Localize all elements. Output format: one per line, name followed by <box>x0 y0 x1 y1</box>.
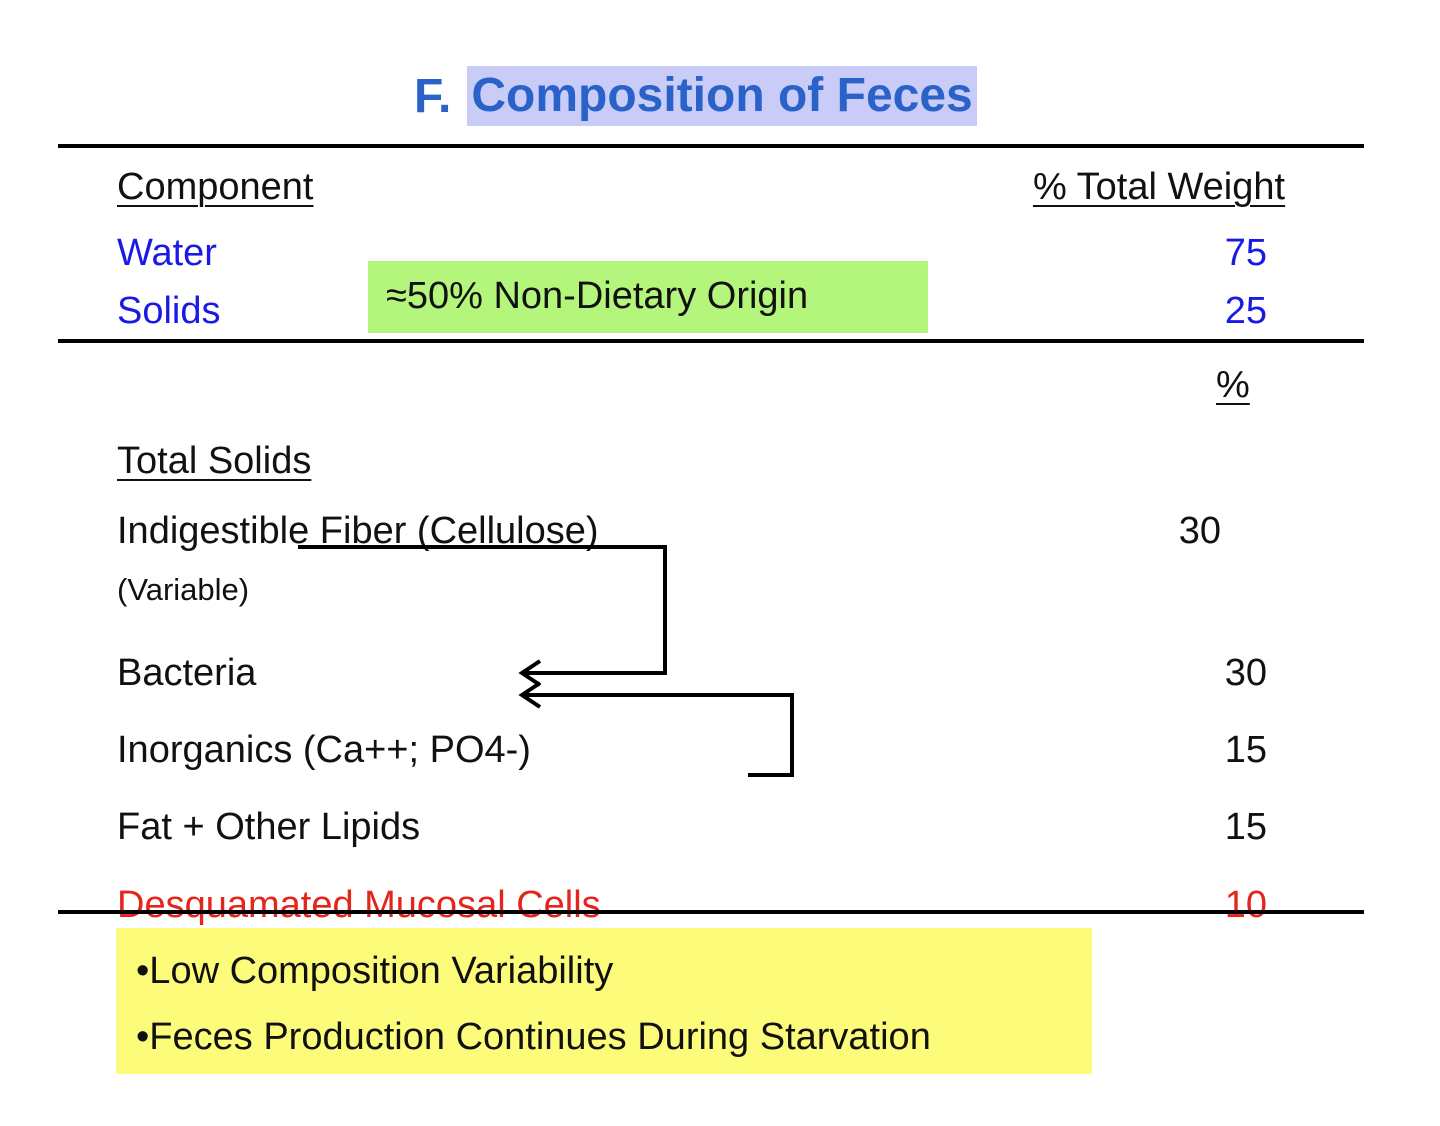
notes-box: •Low Composition Variability •Feces Prod… <box>116 928 1092 1074</box>
weight-header: % Total Weight <box>1033 166 1286 208</box>
note-item: •Feces Production Continues During Starv… <box>136 1016 931 1058</box>
bacteria-value: 30 <box>1224 652 1267 694</box>
component-header: Component <box>117 166 314 208</box>
slide-title: F. Composition of Feces <box>414 66 977 126</box>
fiber-note: (Variable) <box>117 572 250 607</box>
inorganics-label: Inorganics (Ca++; PO4-) <box>117 729 531 771</box>
total-solids-header: Total Solids <box>117 440 312 482</box>
fiber-value: 30 <box>1178 510 1221 552</box>
water-label: Water <box>117 232 217 274</box>
water-value: 75 <box>1224 232 1267 274</box>
inorganics-to-bacteria-arrow-icon <box>518 681 794 777</box>
percent-header: % <box>1216 364 1250 406</box>
solids-label: Solids <box>117 290 221 332</box>
callout-text: ≈50% Non-Dietary Origin <box>386 275 809 317</box>
mucosal-value: 10 <box>1224 884 1267 926</box>
title-text[interactable]: Composition of Feces <box>467 66 977 126</box>
solids-value: 25 <box>1224 290 1267 332</box>
bottom-rule <box>58 910 1364 914</box>
lipids-value: 15 <box>1224 806 1267 848</box>
lipids-label: Fat + Other Lipids <box>117 806 421 848</box>
title-prefix: F. <box>414 69 452 123</box>
inorganics-value: 15 <box>1224 729 1267 771</box>
mucosal-label: Desquamated Mucosal Cells <box>117 884 601 926</box>
bacteria-label: Bacteria <box>117 652 257 694</box>
middle-rule <box>58 339 1364 343</box>
note-item: •Low Composition Variability <box>136 950 614 992</box>
top-rule <box>58 144 1364 148</box>
non-dietary-callout: ≈50% Non-Dietary Origin <box>368 261 928 333</box>
fiber-to-bacteria-arrow-icon <box>298 545 667 687</box>
